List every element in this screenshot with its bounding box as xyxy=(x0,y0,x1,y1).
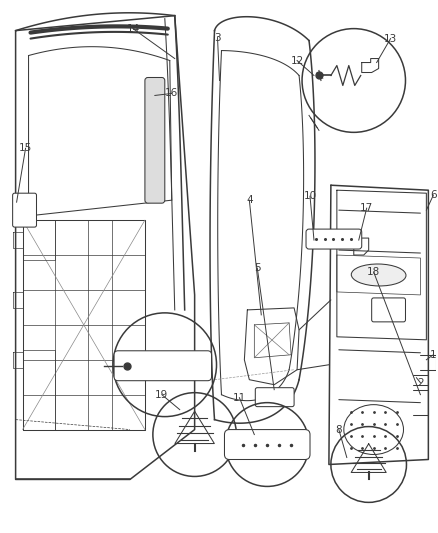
Text: 18: 18 xyxy=(367,267,380,277)
Text: 14: 14 xyxy=(126,23,140,34)
Text: 17: 17 xyxy=(360,203,373,213)
Text: 6: 6 xyxy=(430,190,437,200)
Text: 10: 10 xyxy=(304,191,317,201)
Text: 4: 4 xyxy=(246,195,253,205)
Text: 11: 11 xyxy=(233,393,246,402)
FancyBboxPatch shape xyxy=(372,298,406,322)
Ellipse shape xyxy=(351,264,406,286)
FancyBboxPatch shape xyxy=(306,229,362,249)
FancyBboxPatch shape xyxy=(224,430,310,459)
Text: 19: 19 xyxy=(155,390,169,400)
Ellipse shape xyxy=(344,405,403,455)
Text: 15: 15 xyxy=(19,143,32,154)
Text: 2: 2 xyxy=(417,378,424,387)
Text: 5: 5 xyxy=(254,263,261,273)
FancyBboxPatch shape xyxy=(145,77,165,203)
Text: 12: 12 xyxy=(290,55,304,66)
Text: 1: 1 xyxy=(430,350,437,360)
FancyBboxPatch shape xyxy=(13,193,36,227)
FancyBboxPatch shape xyxy=(114,351,212,381)
Text: 13: 13 xyxy=(384,34,397,44)
Text: 16: 16 xyxy=(165,88,178,99)
Text: 3: 3 xyxy=(214,33,221,43)
Text: 8: 8 xyxy=(336,425,342,434)
FancyBboxPatch shape xyxy=(255,387,294,407)
